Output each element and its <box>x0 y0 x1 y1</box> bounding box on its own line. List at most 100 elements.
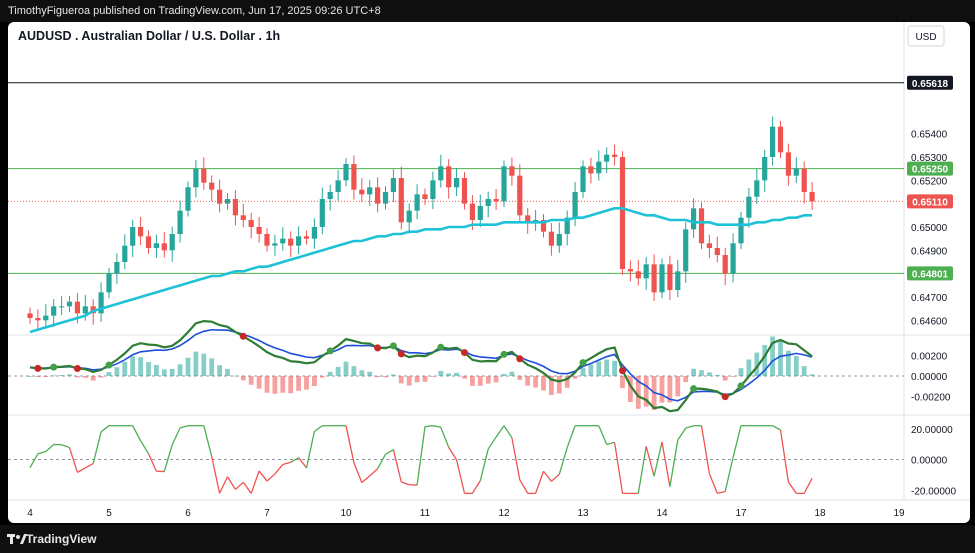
momentum-line-segment <box>377 453 387 470</box>
tradingview-logo-icon[interactable] <box>6 531 28 547</box>
candle-body <box>169 234 175 251</box>
candle-body <box>612 154 618 157</box>
candle-body <box>343 164 349 181</box>
momentum-line-segment <box>487 436 497 450</box>
momentum-line-segment <box>369 468 379 477</box>
oscillator-histogram-bar <box>454 372 459 377</box>
candle-body <box>454 178 460 188</box>
oscillator-cross-dot <box>105 361 113 369</box>
momentum-line-segment <box>645 446 655 477</box>
oscillator-histogram-bar <box>296 376 301 391</box>
candle-body <box>74 301 80 314</box>
time-axis-label: 13 <box>577 508 589 519</box>
oscillator-histogram-bar <box>738 368 744 377</box>
oscillator-cross-dot <box>50 363 58 371</box>
candle-body <box>359 189 365 195</box>
time-axis-label: 14 <box>656 508 668 519</box>
oscillator-histogram-bar <box>762 345 768 377</box>
oscillator-histogram-bar <box>264 376 270 393</box>
oscillator-histogram-bar <box>343 361 349 377</box>
candle-body <box>683 229 689 272</box>
momentum-line-segment <box>250 470 260 494</box>
price-pane[interactable]: 0.65400 0.65300 0.65200 0.65000 0.64900 0.647… <box>8 75 953 334</box>
oscillator-cross-dot <box>516 355 524 363</box>
oscillator-histogram-bar <box>659 376 665 403</box>
oscillator-histogram-bar <box>35 376 41 378</box>
momentum-line-segment <box>147 453 157 472</box>
oscillator-histogram-bar <box>351 366 357 377</box>
oscillator-histogram-bar <box>201 353 207 377</box>
momentum-line-segment <box>282 461 291 466</box>
oscillator-histogram-bar <box>549 376 554 395</box>
momentum-line-segment <box>179 425 189 429</box>
currency-button[interactable]: USD <box>915 32 936 43</box>
price-level-badge <box>907 266 953 281</box>
oscillator-histogram-bar <box>391 374 396 377</box>
oscillator-histogram-bar <box>43 376 49 378</box>
momentum-line-segment <box>305 431 316 468</box>
momentum-axis-label: 20.00000 <box>911 425 953 436</box>
time-axis-label: 11 <box>420 508 431 519</box>
momentum-line-segment <box>613 442 624 494</box>
candle-body <box>240 215 246 220</box>
oscillator-histogram-bar <box>75 376 80 378</box>
momentum-line-segment <box>787 481 797 494</box>
oscillator-histogram-bar <box>770 336 775 377</box>
candle-body <box>548 231 554 246</box>
candle-body <box>722 255 728 274</box>
momentum-line-segment <box>211 456 221 494</box>
oscillator-histogram-bar <box>185 357 191 377</box>
candle-body <box>777 126 784 153</box>
oscillator-histogram-bar <box>383 376 388 378</box>
chart-svg[interactable]: AUDUSD . Australian Dollar / U.S. Dollar… <box>8 22 970 523</box>
candle-body <box>706 243 712 248</box>
oscillator-histogram-bar <box>438 370 444 377</box>
oscillator-histogram-bar <box>233 375 238 377</box>
currency-button-box[interactable] <box>907 25 945 47</box>
momentum-line-segment <box>685 425 694 429</box>
momentum-line-segment <box>401 481 410 486</box>
momentum-pane[interactable]: 20.00000 0.00000 -20.00000 <box>8 425 956 498</box>
oscillator-histogram-bar <box>422 376 428 382</box>
footer-brand[interactable]: TradingView <box>26 532 97 546</box>
momentum-line-segment <box>298 457 308 469</box>
momentum-line-segment <box>732 425 742 458</box>
oscillator-cross-dot <box>326 347 334 355</box>
momentum-line-segment <box>361 475 371 484</box>
oscillator-pane[interactable]: 0.00200 0.00000 -0.00200 <box>8 320 951 413</box>
oscillator-cross-dot <box>500 350 508 358</box>
candle-body <box>714 248 720 255</box>
oscillator-histogram-bar <box>169 368 175 377</box>
time-axis[interactable]: 4 5 6 7 10 11 12 13 14 17 18 19 <box>27 508 905 519</box>
momentum-line-segment <box>314 425 323 433</box>
oscillator-histogram-bar <box>414 376 420 383</box>
candle-body <box>43 315 49 321</box>
candle-body <box>232 199 238 216</box>
momentum-line-segment <box>29 453 39 469</box>
chart-card[interactable]: AUDUSD . Australian Dollar / U.S. Dollar… <box>8 22 970 523</box>
momentum-line-segment <box>779 429 790 483</box>
candle-body <box>438 166 444 181</box>
oscillator-cross-dot <box>389 342 397 350</box>
momentum-line-segment <box>234 481 244 490</box>
momentum-line-segment <box>653 441 663 477</box>
momentum-line-segment <box>700 425 711 474</box>
oscillator-histogram-bar <box>809 374 815 377</box>
oscillator-histogram-bar <box>359 370 365 377</box>
oscillator-cross-dot <box>239 332 247 340</box>
candle-body <box>785 152 791 176</box>
time-axis-label: 10 <box>340 508 352 519</box>
oscillator-histogram-bar <box>541 376 546 391</box>
candle-body <box>801 168 807 192</box>
momentum-line-segment <box>479 448 489 481</box>
oscillator-histogram-bar <box>122 361 128 377</box>
time-axis-label: 5 <box>106 508 112 519</box>
candle-body <box>106 273 112 293</box>
candle-body <box>303 236 310 239</box>
oscillator-histogram-bar <box>485 376 491 384</box>
oscillator-histogram-bar <box>517 376 523 380</box>
time-axis-label: 18 <box>814 508 826 519</box>
momentum-line-segment <box>661 441 671 487</box>
momentum-line-segment <box>132 425 142 442</box>
candle-body <box>659 264 665 293</box>
